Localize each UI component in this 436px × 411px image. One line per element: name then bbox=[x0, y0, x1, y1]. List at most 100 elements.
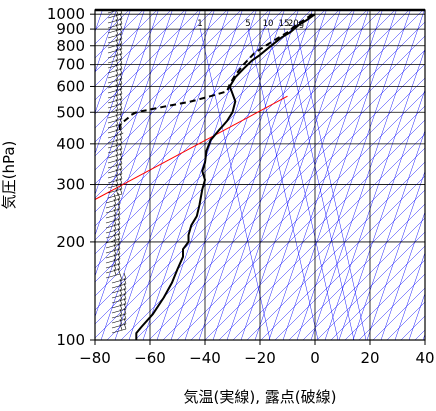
wind-barb bbox=[107, 22, 123, 34]
wind-barb-staff bbox=[111, 328, 127, 334]
wind-barb-flag bbox=[119, 37, 123, 45]
wind-barb-flag bbox=[113, 203, 117, 211]
wind-barb-flag bbox=[115, 153, 119, 161]
wind-barb bbox=[107, 117, 123, 129]
wind-barb-flag bbox=[117, 217, 121, 225]
wind-barb-flag bbox=[113, 228, 117, 236]
wind-barb-staff bbox=[105, 228, 121, 234]
wind-barb-staff bbox=[107, 108, 123, 114]
wind-barb-flag bbox=[119, 278, 123, 286]
wind-barb bbox=[107, 142, 123, 154]
wind-barb-flag bbox=[115, 143, 119, 151]
wind-barb-staff bbox=[107, 183, 123, 189]
wind-barb-flag bbox=[115, 63, 119, 71]
wind-barb-flag bbox=[117, 267, 121, 275]
wind-barb-flag bbox=[115, 78, 119, 86]
wind-barb-flag bbox=[115, 148, 119, 156]
wind-barb-flag bbox=[115, 108, 119, 116]
wind-barb-flag bbox=[119, 318, 123, 326]
wind-barb-flag bbox=[113, 193, 117, 201]
wind-barb-flag bbox=[119, 52, 123, 60]
wind-barb-flag bbox=[119, 87, 123, 95]
y-tick-label: 500 bbox=[56, 103, 85, 121]
wind-barb-flag bbox=[119, 303, 123, 311]
wind-barb-staff bbox=[105, 203, 121, 209]
wind-barb-flag bbox=[119, 283, 123, 291]
wind-barb-flag bbox=[115, 123, 119, 131]
wind-barb-staff bbox=[107, 53, 123, 59]
wind-barb bbox=[105, 237, 121, 249]
wind-barb bbox=[107, 97, 123, 109]
wind-barb bbox=[107, 37, 123, 49]
wind-barb-staff bbox=[105, 243, 121, 249]
wind-barb-staff bbox=[107, 63, 123, 69]
wind-barb bbox=[111, 297, 127, 309]
wind-barb-flag bbox=[123, 292, 127, 300]
wind-barb-flag bbox=[115, 113, 119, 121]
reference-lines bbox=[95, 95, 288, 200]
wind-barb-flag bbox=[123, 277, 127, 285]
wind-barb-flag bbox=[119, 117, 123, 125]
wind-barb-staff bbox=[107, 13, 123, 19]
wind-barb bbox=[105, 247, 121, 259]
wind-barb-flag bbox=[119, 17, 123, 25]
adiabat-line bbox=[232, 147, 425, 340]
wind-barb-flag bbox=[115, 93, 119, 101]
wind-barb bbox=[107, 122, 123, 134]
wind-barb-flag bbox=[113, 233, 117, 241]
wind-barb-staff bbox=[105, 273, 121, 279]
wind-barb-flag bbox=[119, 102, 123, 110]
wind-barb bbox=[107, 82, 123, 94]
plot-area bbox=[95, 10, 425, 340]
mixing-ratio-line bbox=[283, 27, 355, 340]
wind-barb-flag bbox=[113, 218, 117, 226]
adiabat-line bbox=[330, 245, 425, 340]
wind-barb-flag bbox=[113, 253, 117, 261]
wind-barb bbox=[111, 312, 127, 324]
wind-barb-staff bbox=[107, 83, 123, 89]
wind-barb-flag bbox=[117, 227, 121, 235]
wind-barb-flag bbox=[119, 308, 123, 316]
wind-barb bbox=[111, 307, 127, 319]
wind-barb-flag bbox=[119, 162, 123, 170]
wind-barb bbox=[107, 42, 123, 54]
x-tick-label: −40 bbox=[189, 349, 221, 367]
wind-barb-flag bbox=[115, 133, 119, 141]
wind-barb bbox=[107, 32, 123, 44]
wind-barb-flag bbox=[117, 237, 121, 245]
wind-barb-flag bbox=[119, 42, 123, 50]
wind-barb bbox=[107, 147, 123, 159]
wind-barb-flag bbox=[117, 257, 121, 265]
wind-barb-flag bbox=[119, 82, 123, 90]
wind-barb-staff bbox=[107, 153, 123, 159]
wind-barb-flag bbox=[119, 172, 123, 180]
wind-barb-staff bbox=[107, 93, 123, 99]
wind-barb-staff bbox=[105, 258, 121, 264]
wind-barb-staff bbox=[105, 198, 121, 204]
wind-barb-flag bbox=[117, 262, 121, 270]
wind-barb bbox=[107, 57, 123, 69]
wind-barb-flag bbox=[119, 27, 123, 35]
wind-barb bbox=[105, 257, 121, 269]
wind-barb bbox=[107, 132, 123, 144]
wind-barb-flag bbox=[115, 103, 119, 111]
wind-barb-flag bbox=[119, 122, 123, 130]
wind-barb-flag bbox=[113, 198, 117, 206]
adiabat-line bbox=[288, 203, 425, 340]
adiabat-line bbox=[218, 133, 425, 340]
wind-barb-staff bbox=[105, 248, 121, 254]
wind-barb-flag bbox=[119, 112, 123, 120]
wind-barb-flag bbox=[119, 32, 123, 40]
x-tick-label: −60 bbox=[134, 349, 166, 367]
wind-barb bbox=[105, 232, 121, 244]
wind-barb bbox=[105, 207, 121, 219]
wind-barb-flag bbox=[119, 288, 123, 296]
wind-barb-flag bbox=[117, 242, 121, 250]
adiabat-line bbox=[358, 273, 425, 340]
mixing-ratio-label: 20g bbox=[288, 19, 304, 29]
wind-barb-staff bbox=[107, 58, 123, 64]
wind-barb bbox=[107, 17, 123, 29]
wind-barb-flag bbox=[115, 168, 119, 176]
wind-barb-flag bbox=[119, 92, 123, 100]
